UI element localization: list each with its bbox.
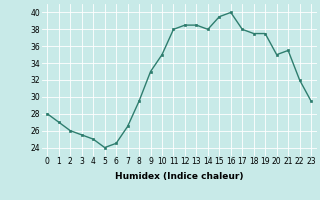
X-axis label: Humidex (Indice chaleur): Humidex (Indice chaleur) bbox=[115, 172, 244, 181]
